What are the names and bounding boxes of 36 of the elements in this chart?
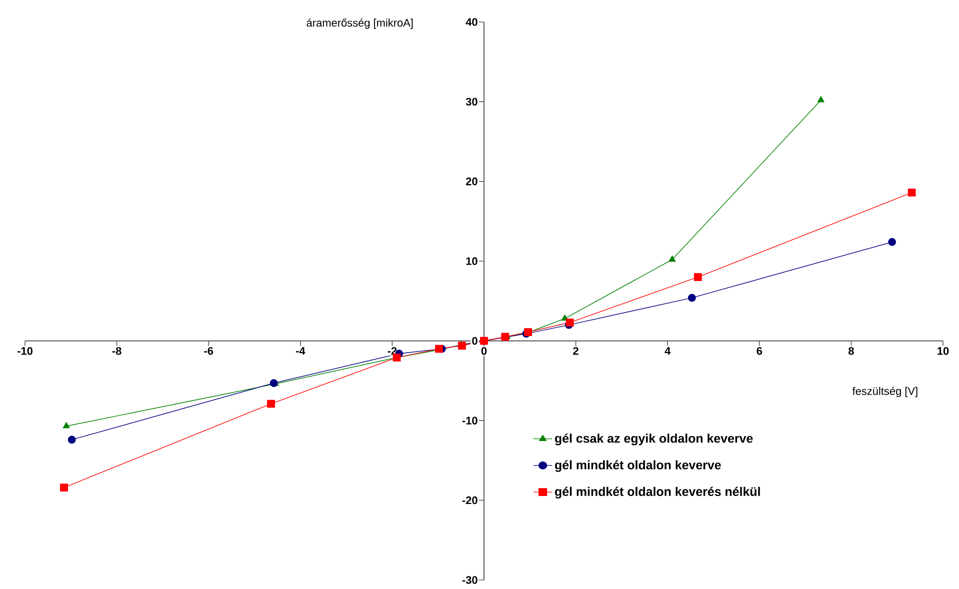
legend-label: gél mindkét oldalon keverés nélkül <box>555 486 760 499</box>
point <box>501 332 510 341</box>
point <box>668 256 676 262</box>
y-tick-label: 10 <box>466 257 478 266</box>
x-tick-label: 2 <box>573 347 578 355</box>
y-tick-label: 0 <box>472 336 478 345</box>
x-tick-label: 10 <box>938 347 949 355</box>
x-tick-label: -10 <box>18 347 32 355</box>
point <box>267 400 275 408</box>
x-tick-label: 0 <box>481 347 487 355</box>
point <box>888 238 896 246</box>
point <box>694 273 702 282</box>
x-tick-label: 6 <box>756 347 762 355</box>
point <box>60 484 68 492</box>
y-tick-label: 20 <box>466 178 478 186</box>
y-axis-title: áramerősség [mikroA] <box>306 18 413 29</box>
point <box>566 318 574 326</box>
point <box>62 422 70 428</box>
x-tick-label: -4 <box>296 347 306 355</box>
x-tick-label: -8 <box>112 347 122 355</box>
point <box>908 188 916 197</box>
x-axis-title: feszültség [V] <box>852 386 918 398</box>
point <box>458 342 466 350</box>
x-tick-label: -6 <box>204 347 214 355</box>
x-tick-label: 4 <box>664 347 671 355</box>
y-tick-label: -20 <box>462 496 478 504</box>
legend-label: gél csak az egyik oldalon keverve <box>555 434 753 446</box>
y-tick-label: 40 <box>466 18 478 26</box>
x-tick-label: 8 <box>848 347 854 355</box>
y-tick-label: 30 <box>466 98 478 106</box>
point <box>68 436 76 444</box>
point <box>688 294 696 302</box>
legend-label: gél mindkét oldalon keverve <box>555 460 721 472</box>
y-tick-label: -30 <box>462 576 478 584</box>
point <box>817 96 824 102</box>
y-tick-label: -10 <box>462 416 478 424</box>
